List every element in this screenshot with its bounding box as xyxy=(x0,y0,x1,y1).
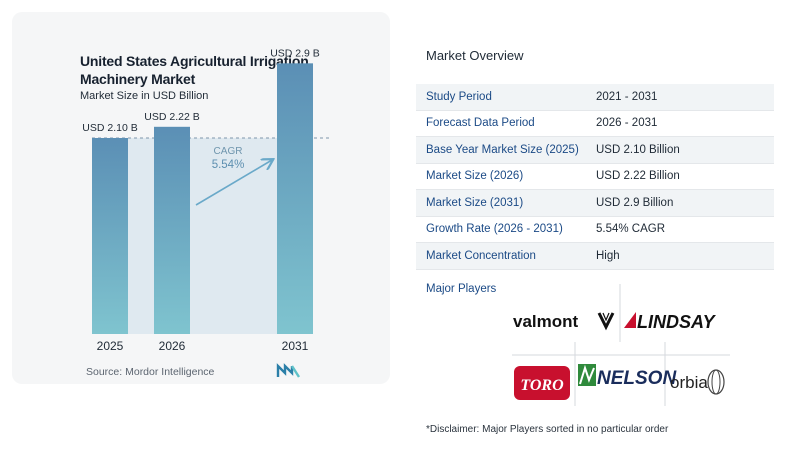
overview-title: Market Overview xyxy=(426,48,524,63)
bar-2026 xyxy=(154,126,190,334)
overview-row-value: 2026 - 2031 xyxy=(596,117,658,130)
overview-row: Forecast Data Period 2026 - 2031 xyxy=(416,111,774,137)
x-tick-label: 2031 xyxy=(282,339,309,353)
chart-subtitle: Market Size in USD Billion xyxy=(80,90,209,102)
overview-row: Market Size (2031) USD 2.9 Billion xyxy=(416,190,774,217)
orbia-logo-text: orbia xyxy=(670,373,708,392)
overview-row-label: Market Size (2031) xyxy=(426,196,524,209)
x-tick-label: 2025 xyxy=(97,339,124,353)
bar-value-label: USD 2.10 B xyxy=(82,122,137,134)
overview-row-label: Growth Rate (2026 - 2031) xyxy=(426,223,563,236)
valmont-logo: valmont xyxy=(513,312,615,331)
overview-row-value: High xyxy=(596,249,620,262)
overview-row-value: 2021 - 2031 xyxy=(596,90,658,103)
growth-band xyxy=(92,138,313,334)
overview-row-label: Market Concentration xyxy=(426,249,536,262)
bar-2025 xyxy=(92,138,128,334)
overview-row: Base Year Market Size (2025) USD 2.10 Bil… xyxy=(416,137,774,164)
players-logos: valmont LINDSAY TORO NELSON orbia xyxy=(512,284,730,406)
overview-row: Market Size (2026) USD 2.22 Billion xyxy=(416,164,774,190)
overview-row: Growth Rate (2026 - 2031) 5.54% CAGR xyxy=(416,217,774,243)
overview-row-label: Forecast Data Period xyxy=(426,117,535,130)
overview-row-value: USD 2.9 Billion xyxy=(596,196,674,209)
source-text: Source: Mordor Intelligence xyxy=(86,366,215,378)
cagr-label: CAGR xyxy=(214,146,243,157)
toro-logo-text: TORO xyxy=(520,377,564,394)
nelson-logo-text: NELSON xyxy=(597,368,677,389)
overview-row-value: USD 2.22 Billion xyxy=(596,170,680,183)
overview-row-value: USD 2.10 Billion xyxy=(596,143,680,156)
overview-table: Study Period 2021 - 2031 Forecast Data Per… xyxy=(416,84,774,270)
lindsay-logo-text: LINDSAY xyxy=(637,312,717,332)
bar-2031 xyxy=(277,63,313,334)
orbia-logo: orbia xyxy=(670,369,725,395)
bar-value-label: USD 2.22 B xyxy=(144,111,199,123)
valmont-logo-text: valmont xyxy=(513,312,579,331)
players-title: Major Players xyxy=(426,283,497,295)
x-tick-label: 2026 xyxy=(159,339,186,353)
overview-row-value: 5.54% CAGR xyxy=(596,223,666,236)
bar-chart: USD 2.10 B 2025 USD 2.22 B 2026 USD 2.9 B 203… xyxy=(82,47,330,353)
mordor-logo-icon xyxy=(276,363,301,378)
lindsay-logo: LINDSAY xyxy=(624,312,717,332)
toro-logo: TORO xyxy=(514,366,570,400)
disclaimer-text: *Disclaimer: Major Players sorted in no … xyxy=(426,424,669,435)
nelson-logo: NELSON xyxy=(578,364,677,389)
overview-row-label: Market Size (2026) xyxy=(426,170,524,183)
cagr-value: 5.54% xyxy=(212,159,245,171)
overview-row: Market Concentration High xyxy=(416,243,774,270)
overview-row: Study Period 2021 - 2031 xyxy=(416,84,774,111)
bar-value-label: USD 2.9 B xyxy=(270,47,320,59)
chart-title: United States Agricultural Irrigation Ma… xyxy=(80,53,309,87)
overview-row-label: Base Year Market Size (2025) xyxy=(426,143,579,156)
cagr-arrow xyxy=(195,160,272,206)
overview-row-label: Study Period xyxy=(426,90,492,103)
